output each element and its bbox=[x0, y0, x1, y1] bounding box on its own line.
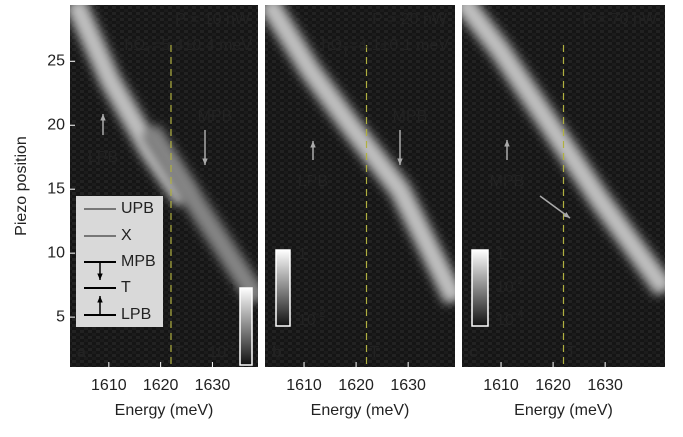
x-axis-label: Energy (meV) bbox=[115, 402, 214, 419]
y-tick-label: 20 bbox=[47, 116, 65, 133]
x-tick-label: 1620 bbox=[338, 377, 374, 394]
panel-label: a bbox=[77, 344, 86, 361]
legend-label: LPB bbox=[121, 306, 151, 323]
x-tick-label: 1610 bbox=[286, 377, 322, 394]
colorbar-label: 1 bbox=[298, 246, 307, 263]
power: P = 10 nW bbox=[175, 11, 251, 28]
t-line-label: T bbox=[174, 344, 184, 361]
colorbar-label-base: 10 bbox=[496, 312, 514, 329]
splitting-value: =4.1±0.1 meV bbox=[349, 37, 449, 54]
y-tick-label: 15 bbox=[47, 180, 65, 197]
colorbar-label: 1 bbox=[496, 246, 505, 263]
legend-label: T bbox=[121, 279, 131, 296]
colorbar-label-base: 10 bbox=[208, 344, 226, 361]
colorbar-label-base: 1 bbox=[227, 282, 236, 299]
x-axis-label: Energy (meV) bbox=[514, 402, 613, 419]
splitting-value: =5.4±0.4 meV bbox=[152, 37, 252, 54]
y-tick-label: 25 bbox=[47, 53, 65, 70]
colorbar-label: 1 bbox=[227, 282, 236, 299]
colorbar-label-base: 10 bbox=[298, 312, 316, 329]
y-tick-label: 5 bbox=[56, 308, 65, 325]
power: P = 20 nW bbox=[372, 11, 448, 28]
t-line-label: T bbox=[567, 344, 577, 361]
t-line-label: T bbox=[370, 344, 380, 361]
splitting-symbol: ħΩ bbox=[321, 37, 342, 54]
splitting: ħΩT=5.4±0.4 meV bbox=[124, 37, 252, 57]
annotation: MPB bbox=[490, 173, 525, 190]
streaks bbox=[70, 5, 258, 306]
x-tick-label: 1610 bbox=[91, 377, 127, 394]
y-tick-label: 10 bbox=[47, 244, 65, 261]
arrow-head bbox=[310, 141, 316, 148]
x-tick-label: 1630 bbox=[587, 377, 623, 394]
x-tick-label: 1610 bbox=[483, 377, 519, 394]
legend-label: MPB bbox=[121, 253, 156, 270]
colorbar-label: 10-2 bbox=[298, 308, 326, 329]
colorbar bbox=[275, 249, 291, 327]
arrow-head bbox=[504, 140, 510, 147]
colorbar-label-exp: -2 bbox=[226, 340, 236, 352]
annotation: MPB bbox=[393, 108, 428, 125]
arrow-head bbox=[100, 114, 106, 121]
arrow-head bbox=[397, 158, 403, 165]
legend-label: X bbox=[121, 227, 132, 244]
y-axis-label: Piezo position bbox=[13, 136, 30, 236]
legend-label: UPB bbox=[121, 200, 154, 217]
x-axis-label: Energy (meV) bbox=[311, 402, 410, 419]
power: P = 70 nW bbox=[582, 11, 658, 28]
panel-label: c bbox=[469, 344, 478, 361]
colorbar bbox=[239, 287, 253, 366]
annotation: LPB bbox=[298, 173, 328, 190]
splitting-symbol: ħΩ bbox=[124, 37, 145, 54]
colorbar-label-exp: -2 bbox=[316, 308, 326, 320]
panel-label: b bbox=[272, 344, 282, 361]
streaks bbox=[265, 5, 455, 305]
x-tick-label: 1620 bbox=[143, 377, 179, 394]
colorbar-label: 10-2 bbox=[208, 340, 236, 361]
streak bbox=[147, 128, 258, 302]
streaks bbox=[462, 5, 665, 297]
annotation: MPB bbox=[198, 108, 233, 125]
colorbar-label-base: 1 bbox=[496, 246, 505, 263]
colorbar-label-exp: -4 bbox=[514, 308, 524, 320]
streak bbox=[266, 5, 455, 302]
arrow-head bbox=[202, 158, 208, 165]
arrow-head bbox=[97, 296, 103, 303]
x-tick-label: 1620 bbox=[535, 377, 571, 394]
colorbar-label: 10-2 bbox=[496, 275, 524, 296]
x-tick-label: 1630 bbox=[195, 377, 231, 394]
colorbar-label-exp: -2 bbox=[514, 275, 524, 287]
heatmap-bg bbox=[462, 5, 665, 367]
annotation: LPB bbox=[88, 149, 118, 166]
x-tick-label: 1630 bbox=[390, 377, 426, 394]
colorbar-label: 10-4 bbox=[496, 308, 524, 329]
colorbar-label-base: 10 bbox=[496, 279, 514, 296]
splitting-sub: T bbox=[342, 45, 349, 57]
splitting-sub: T bbox=[145, 45, 152, 57]
arrow-head bbox=[97, 273, 103, 280]
splitting: ħΩT=4.1±0.1 meV bbox=[321, 37, 449, 57]
streak bbox=[462, 5, 665, 292]
colorbar-label-base: 1 bbox=[298, 246, 307, 263]
arrow-head bbox=[563, 211, 570, 218]
colorbar bbox=[471, 249, 489, 327]
